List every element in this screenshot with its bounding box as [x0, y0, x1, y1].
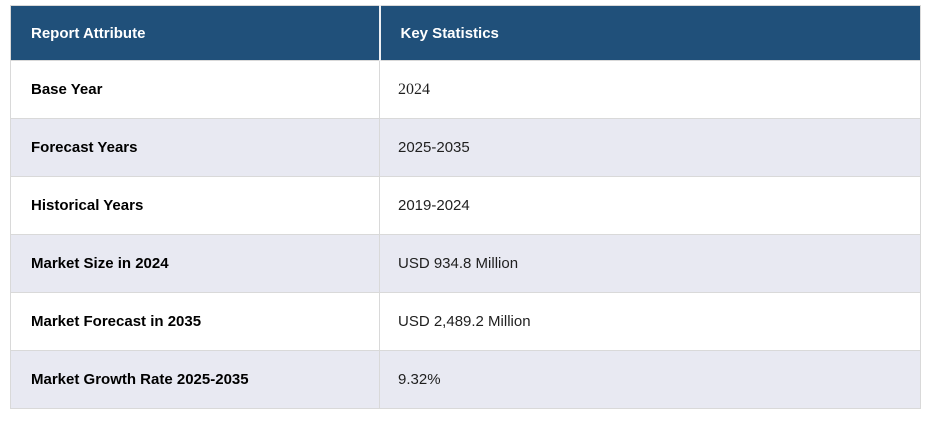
report-summary-table: Report Attribute Key Statistics Base Yea… [10, 5, 921, 409]
column-header-key-statistics: Key Statistics [379, 5, 921, 61]
value-cell: 9.32% [379, 350, 921, 409]
attribute-cell: Historical Years [10, 176, 380, 235]
value-cell: USD 2,489.2 Million [379, 292, 921, 351]
column-header-report-attribute: Report Attribute [10, 5, 381, 61]
value-cell: USD 934.8 Million [379, 234, 921, 293]
attribute-cell: Market Growth Rate 2025-2035 [10, 350, 380, 409]
attribute-cell: Base Year [10, 60, 380, 119]
value-cell: 2019-2024 [379, 176, 921, 235]
table-row-market-growth-rate: Market Growth Rate 2025-2035 9.32% [10, 350, 921, 409]
attribute-cell: Forecast Years [10, 118, 380, 177]
table-row-market-forecast: Market Forecast in 2035 USD 2,489.2 Mill… [10, 292, 921, 351]
table-row-market-size: Market Size in 2024 USD 934.8 Million [10, 234, 921, 293]
attribute-cell: Market Size in 2024 [10, 234, 380, 293]
value-cell: 2025-2035 [379, 118, 921, 177]
table-row-base-year: Base Year 2024 [10, 60, 921, 119]
report-summary-table-container: Report Attribute Key Statistics Base Yea… [10, 5, 921, 409]
header-row: Report Attribute Key Statistics [10, 5, 921, 61]
value-cell: 2024 [379, 60, 921, 119]
table-row-historical-years: Historical Years 2019-2024 [10, 176, 921, 235]
attribute-cell: Market Forecast in 2035 [10, 292, 380, 351]
table-row-forecast-years: Forecast Years 2025-2035 [10, 118, 921, 177]
